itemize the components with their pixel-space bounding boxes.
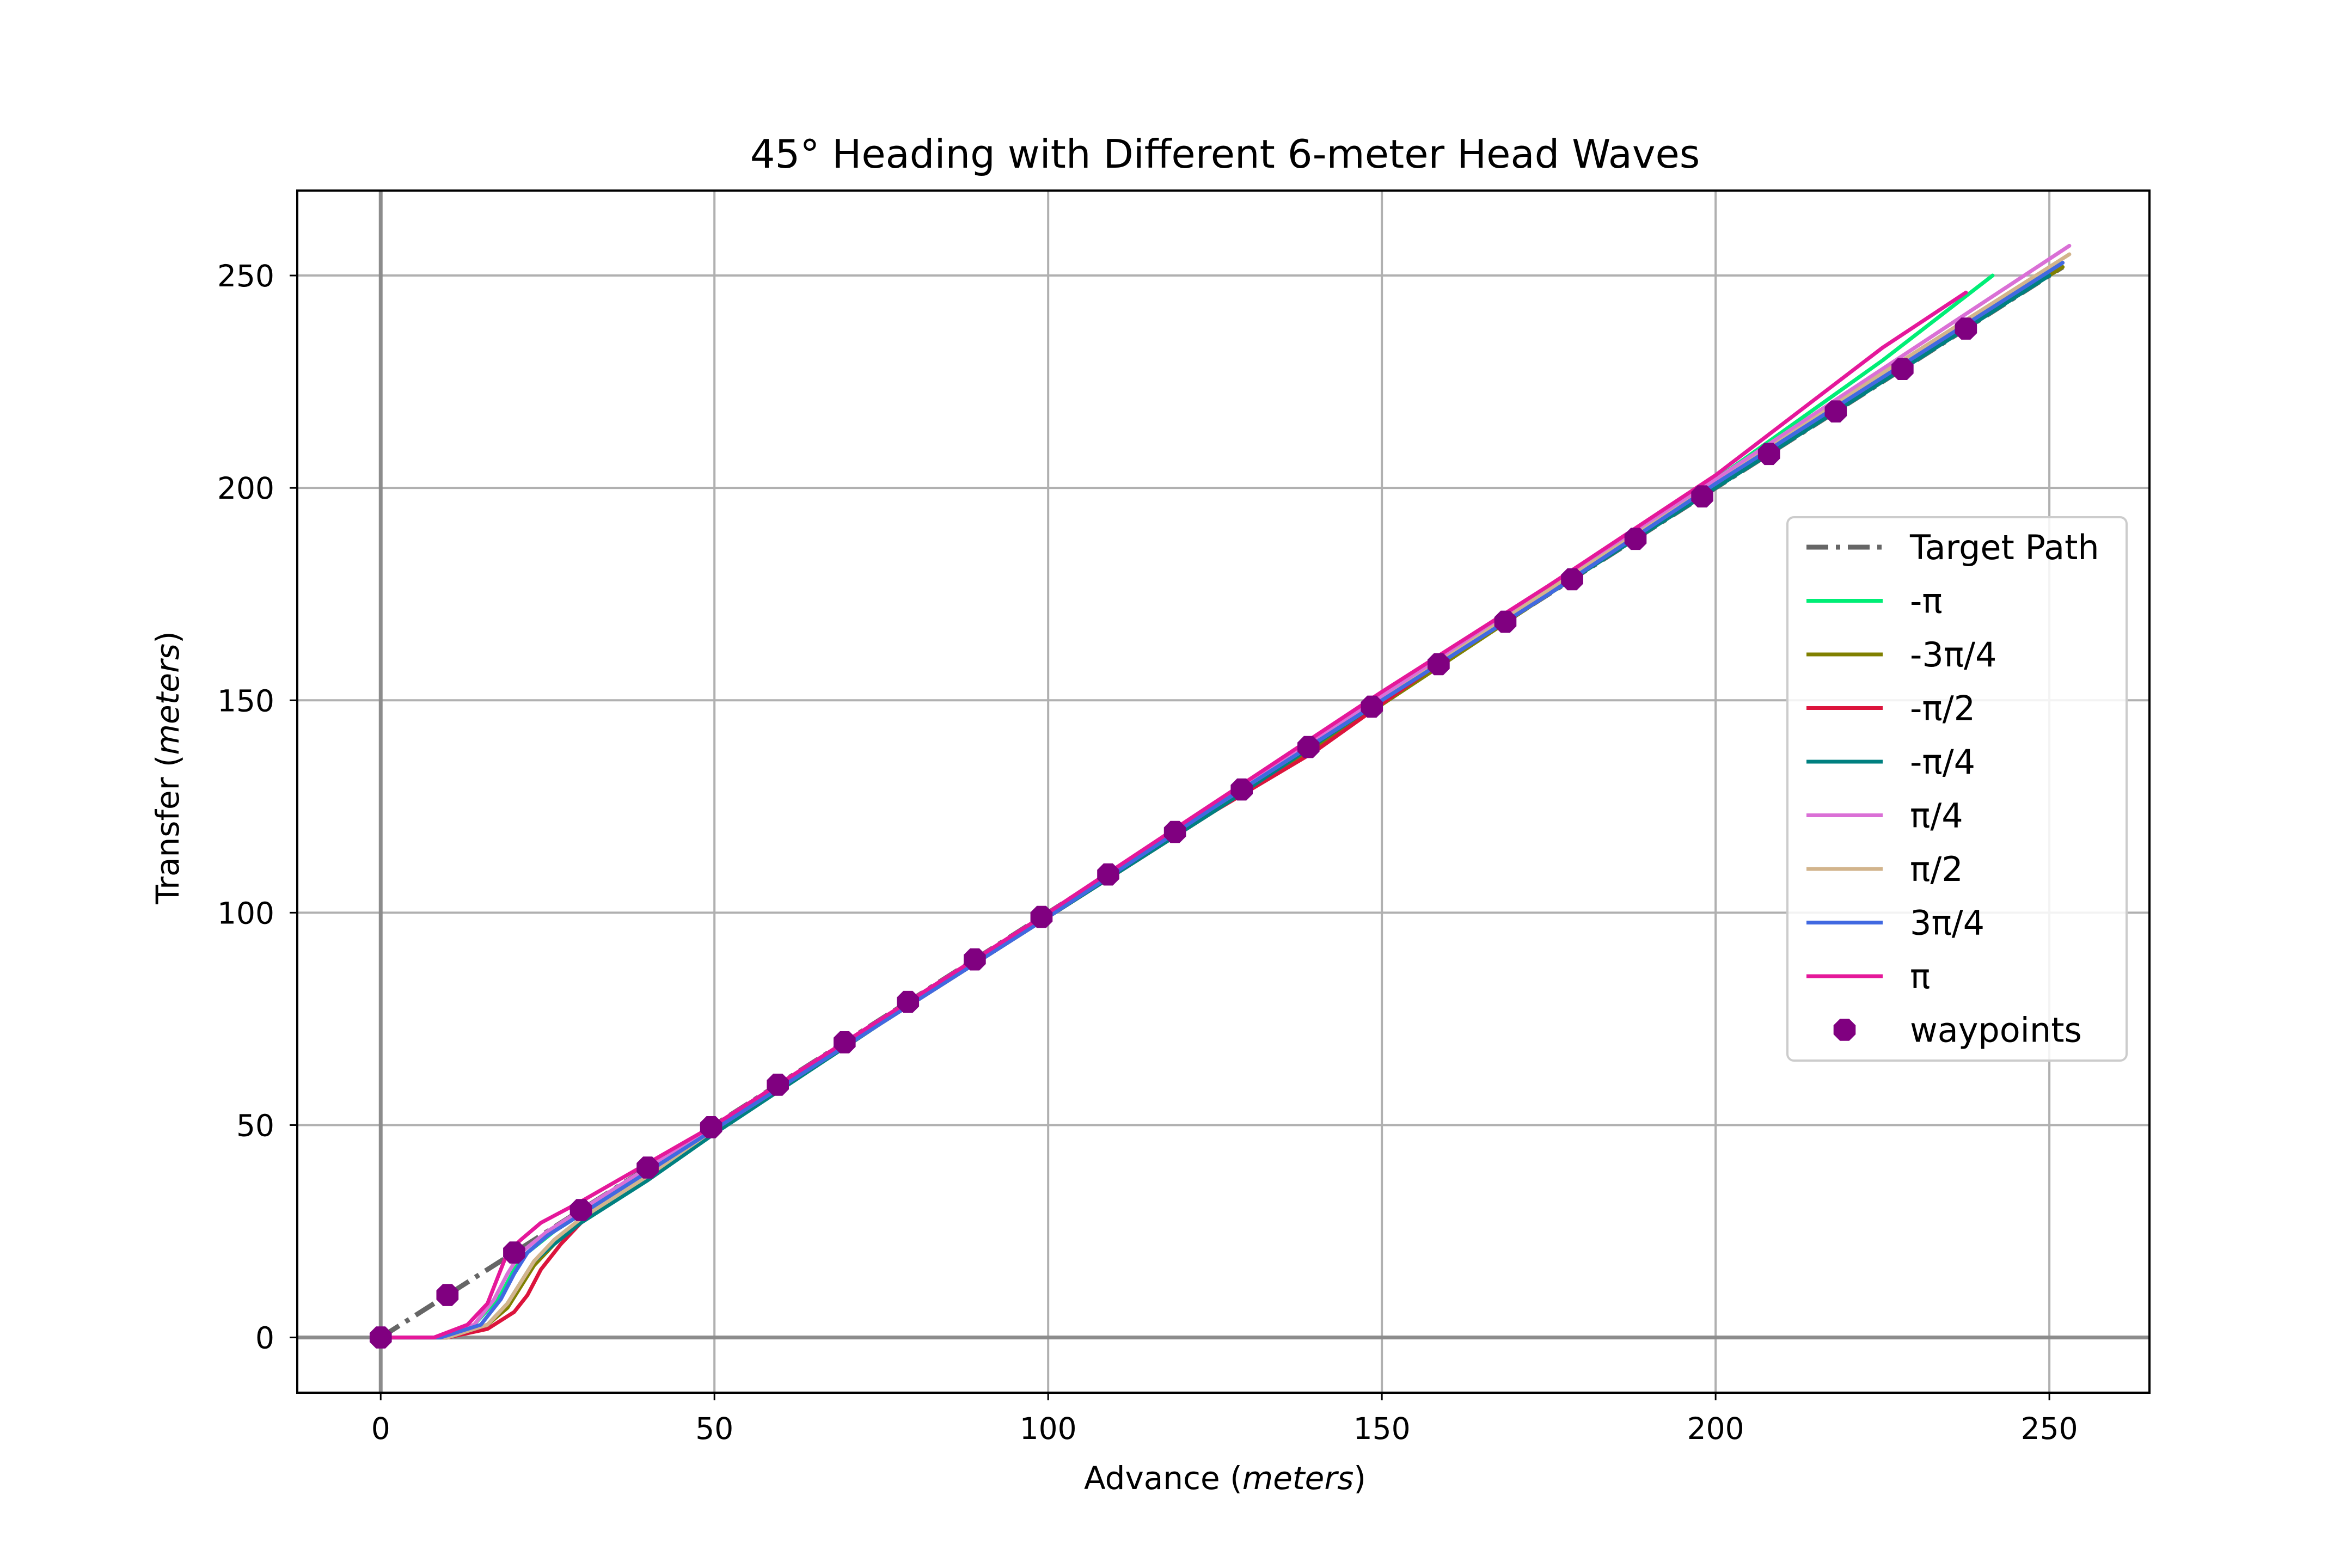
waypoint-marker: [636, 1156, 659, 1179]
y-tick-label: 250: [217, 259, 274, 293]
waypoint-markers: [369, 317, 1977, 1349]
legend-label-7: π/2: [1910, 849, 1963, 889]
waypoint-marker: [436, 1284, 459, 1306]
waypoint-marker: [1891, 358, 1914, 380]
waypoint-marker: [1097, 863, 1119, 886]
x-axis-label-text: Advance: [1084, 1460, 1220, 1497]
legend-label-10: waypoints: [1910, 1010, 2082, 1050]
waypoint-marker: [1691, 485, 1713, 508]
legend-box: [1786, 516, 2128, 1062]
y-tick-label: 150: [217, 683, 274, 718]
waypoint-marker: [700, 1116, 722, 1138]
waypoint-marker: [767, 1074, 789, 1096]
y-tick-label: 200: [217, 471, 274, 506]
waypoint-marker: [1230, 778, 1253, 801]
legend-label-2: -π: [1910, 581, 1943, 621]
y-tick-label: 0: [255, 1321, 274, 1356]
x-tick-label: 250: [2021, 1411, 2078, 1446]
chart-title: 45° Heading with Different 6-meter Head …: [750, 131, 1700, 177]
legend: Target Path -π -3π/4 -π/2 -π/4 π/4 π/2 3π/4 π way…: [1786, 516, 2128, 1062]
waypoint-marker: [1428, 653, 1450, 676]
y-axis-label: Transfer (meters): [149, 631, 186, 905]
zero-axis-lines: [297, 191, 2149, 1393]
x-tick-label: 50: [695, 1411, 733, 1446]
waypoint-marker: [1494, 610, 1517, 633]
x-tick-label: 200: [1687, 1411, 1744, 1446]
waypoint-marker: [1561, 568, 1583, 591]
waypoint-marker: [1030, 905, 1053, 928]
waypoint-marker: [369, 1326, 392, 1349]
x-tick-label: 150: [1353, 1411, 1411, 1446]
legend-label-8: 3π/4: [1910, 903, 1984, 943]
y-tick-label: 100: [217, 896, 274, 930]
waypoint-marker: [1163, 820, 1186, 843]
legend-swatch-waypoints: [1833, 1019, 1856, 1041]
legend-label-6: π/4: [1910, 796, 1963, 836]
waypoint-marker: [1955, 317, 1977, 340]
waypoint-marker: [1361, 695, 1383, 718]
waypoint-marker: [1757, 443, 1780, 465]
series-line-8: [378, 290, 1968, 1340]
plot-frame: [296, 189, 2151, 1394]
legend-label-9: π: [1910, 957, 1930, 996]
waypoint-marker: [1824, 400, 1847, 422]
axis-ticks: 0 50 100 150 200 250 0 50 100 150 200 250: [217, 259, 2078, 1446]
legend-label-1: Target Path: [1909, 528, 2099, 567]
y-axis-unit: meters: [149, 644, 186, 755]
waypoint-marker: [1624, 528, 1647, 550]
waypoint-marker: [964, 948, 986, 971]
waypoint-marker: [834, 1031, 856, 1054]
x-axis-label: Advance (meters): [1084, 1460, 1366, 1497]
legend-label-3: -3π/4: [1910, 635, 1996, 675]
y-tick-label: 50: [236, 1108, 274, 1143]
x-tick-label: 100: [1020, 1411, 1077, 1446]
x-tick-label: 0: [371, 1411, 390, 1446]
y-axis-label-text: Transfer: [149, 777, 186, 904]
waypoint-marker: [503, 1241, 525, 1264]
x-axis-unit: meters: [1242, 1460, 1354, 1497]
waypoint-marker: [569, 1199, 592, 1221]
waypoint-marker: [897, 990, 920, 1013]
legend-label-5: -π/4: [1910, 742, 1975, 782]
legend-label-4: -π/2: [1910, 689, 1975, 728]
waypoint-marker: [1297, 736, 1320, 758]
